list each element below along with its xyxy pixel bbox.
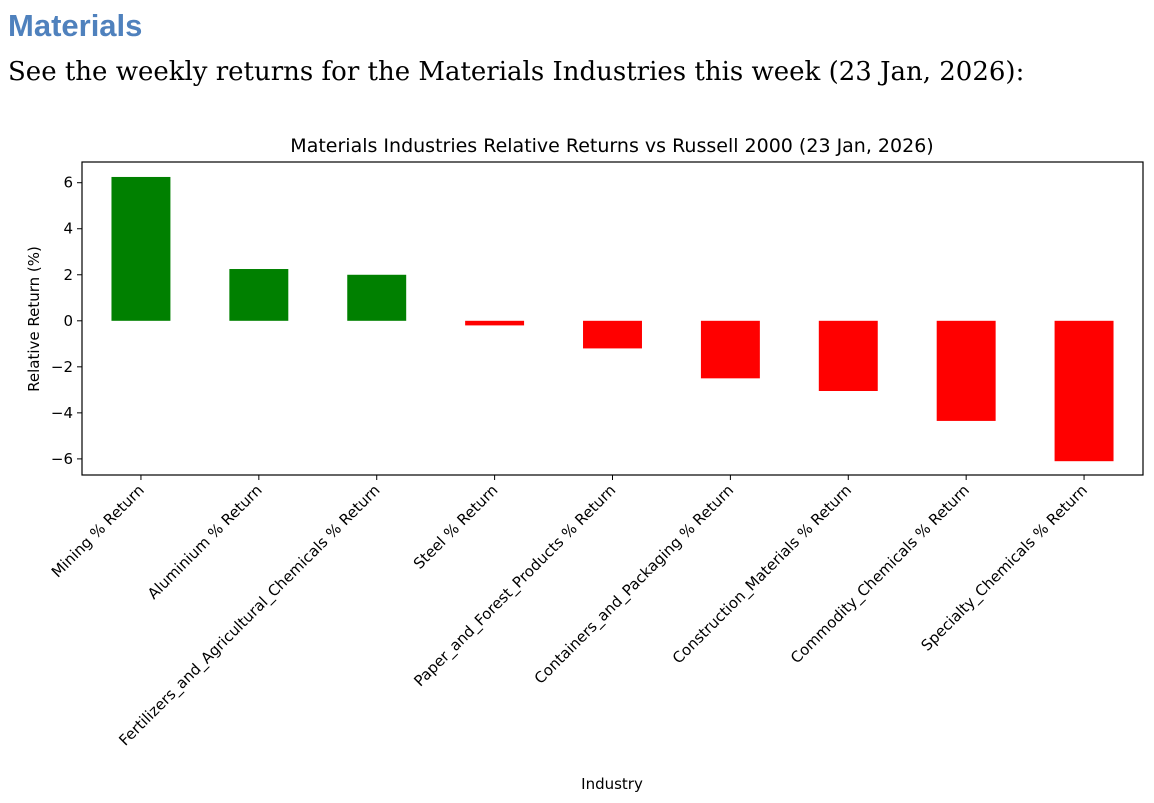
bar-4 [583,320,642,349]
y-axis-label: Relative Return (%) [25,246,43,392]
y-tick-label: 0 [63,312,73,330]
x-axis-label: Industry [581,775,643,793]
x-tick-label: Fertilizers_and_Agricultural_Chemicals %… [115,481,384,750]
y-tick-label: −2 [51,358,73,376]
bar-0 [111,176,171,321]
intro-text: See the weekly returns for the Materials… [8,57,1025,87]
section-heading: Materials [8,8,143,43]
y-tick-label: 6 [63,174,73,192]
bar-8 [1054,320,1114,462]
returns-bar-chart: Materials Industries Relative Returns vs… [25,135,1144,793]
bar-7 [936,320,996,421]
y-tick-label: 2 [63,266,73,284]
y-tick-label: −4 [51,404,73,422]
y-tick-label: 4 [63,220,73,238]
x-tick-label: Containers_and_Packaging % Return [531,481,738,688]
bars-layer [111,176,1114,462]
bar-6 [818,320,878,391]
bar-1 [229,269,289,321]
bar-3 [465,320,525,326]
x-tick-label: Steel % Return [410,481,502,573]
plot-frame [81,161,1144,476]
bar-5 [700,320,760,379]
y-tick-label: −6 [51,450,73,468]
bar-2 [347,274,407,321]
chart-title: Materials Industries Relative Returns vs… [290,135,933,157]
x-tick-label: Mining % Return [48,481,148,581]
x-tick-label: Aluminium % Return [144,481,266,603]
x-tick-label: Paper_and_Forest_Products % Return [410,481,620,691]
